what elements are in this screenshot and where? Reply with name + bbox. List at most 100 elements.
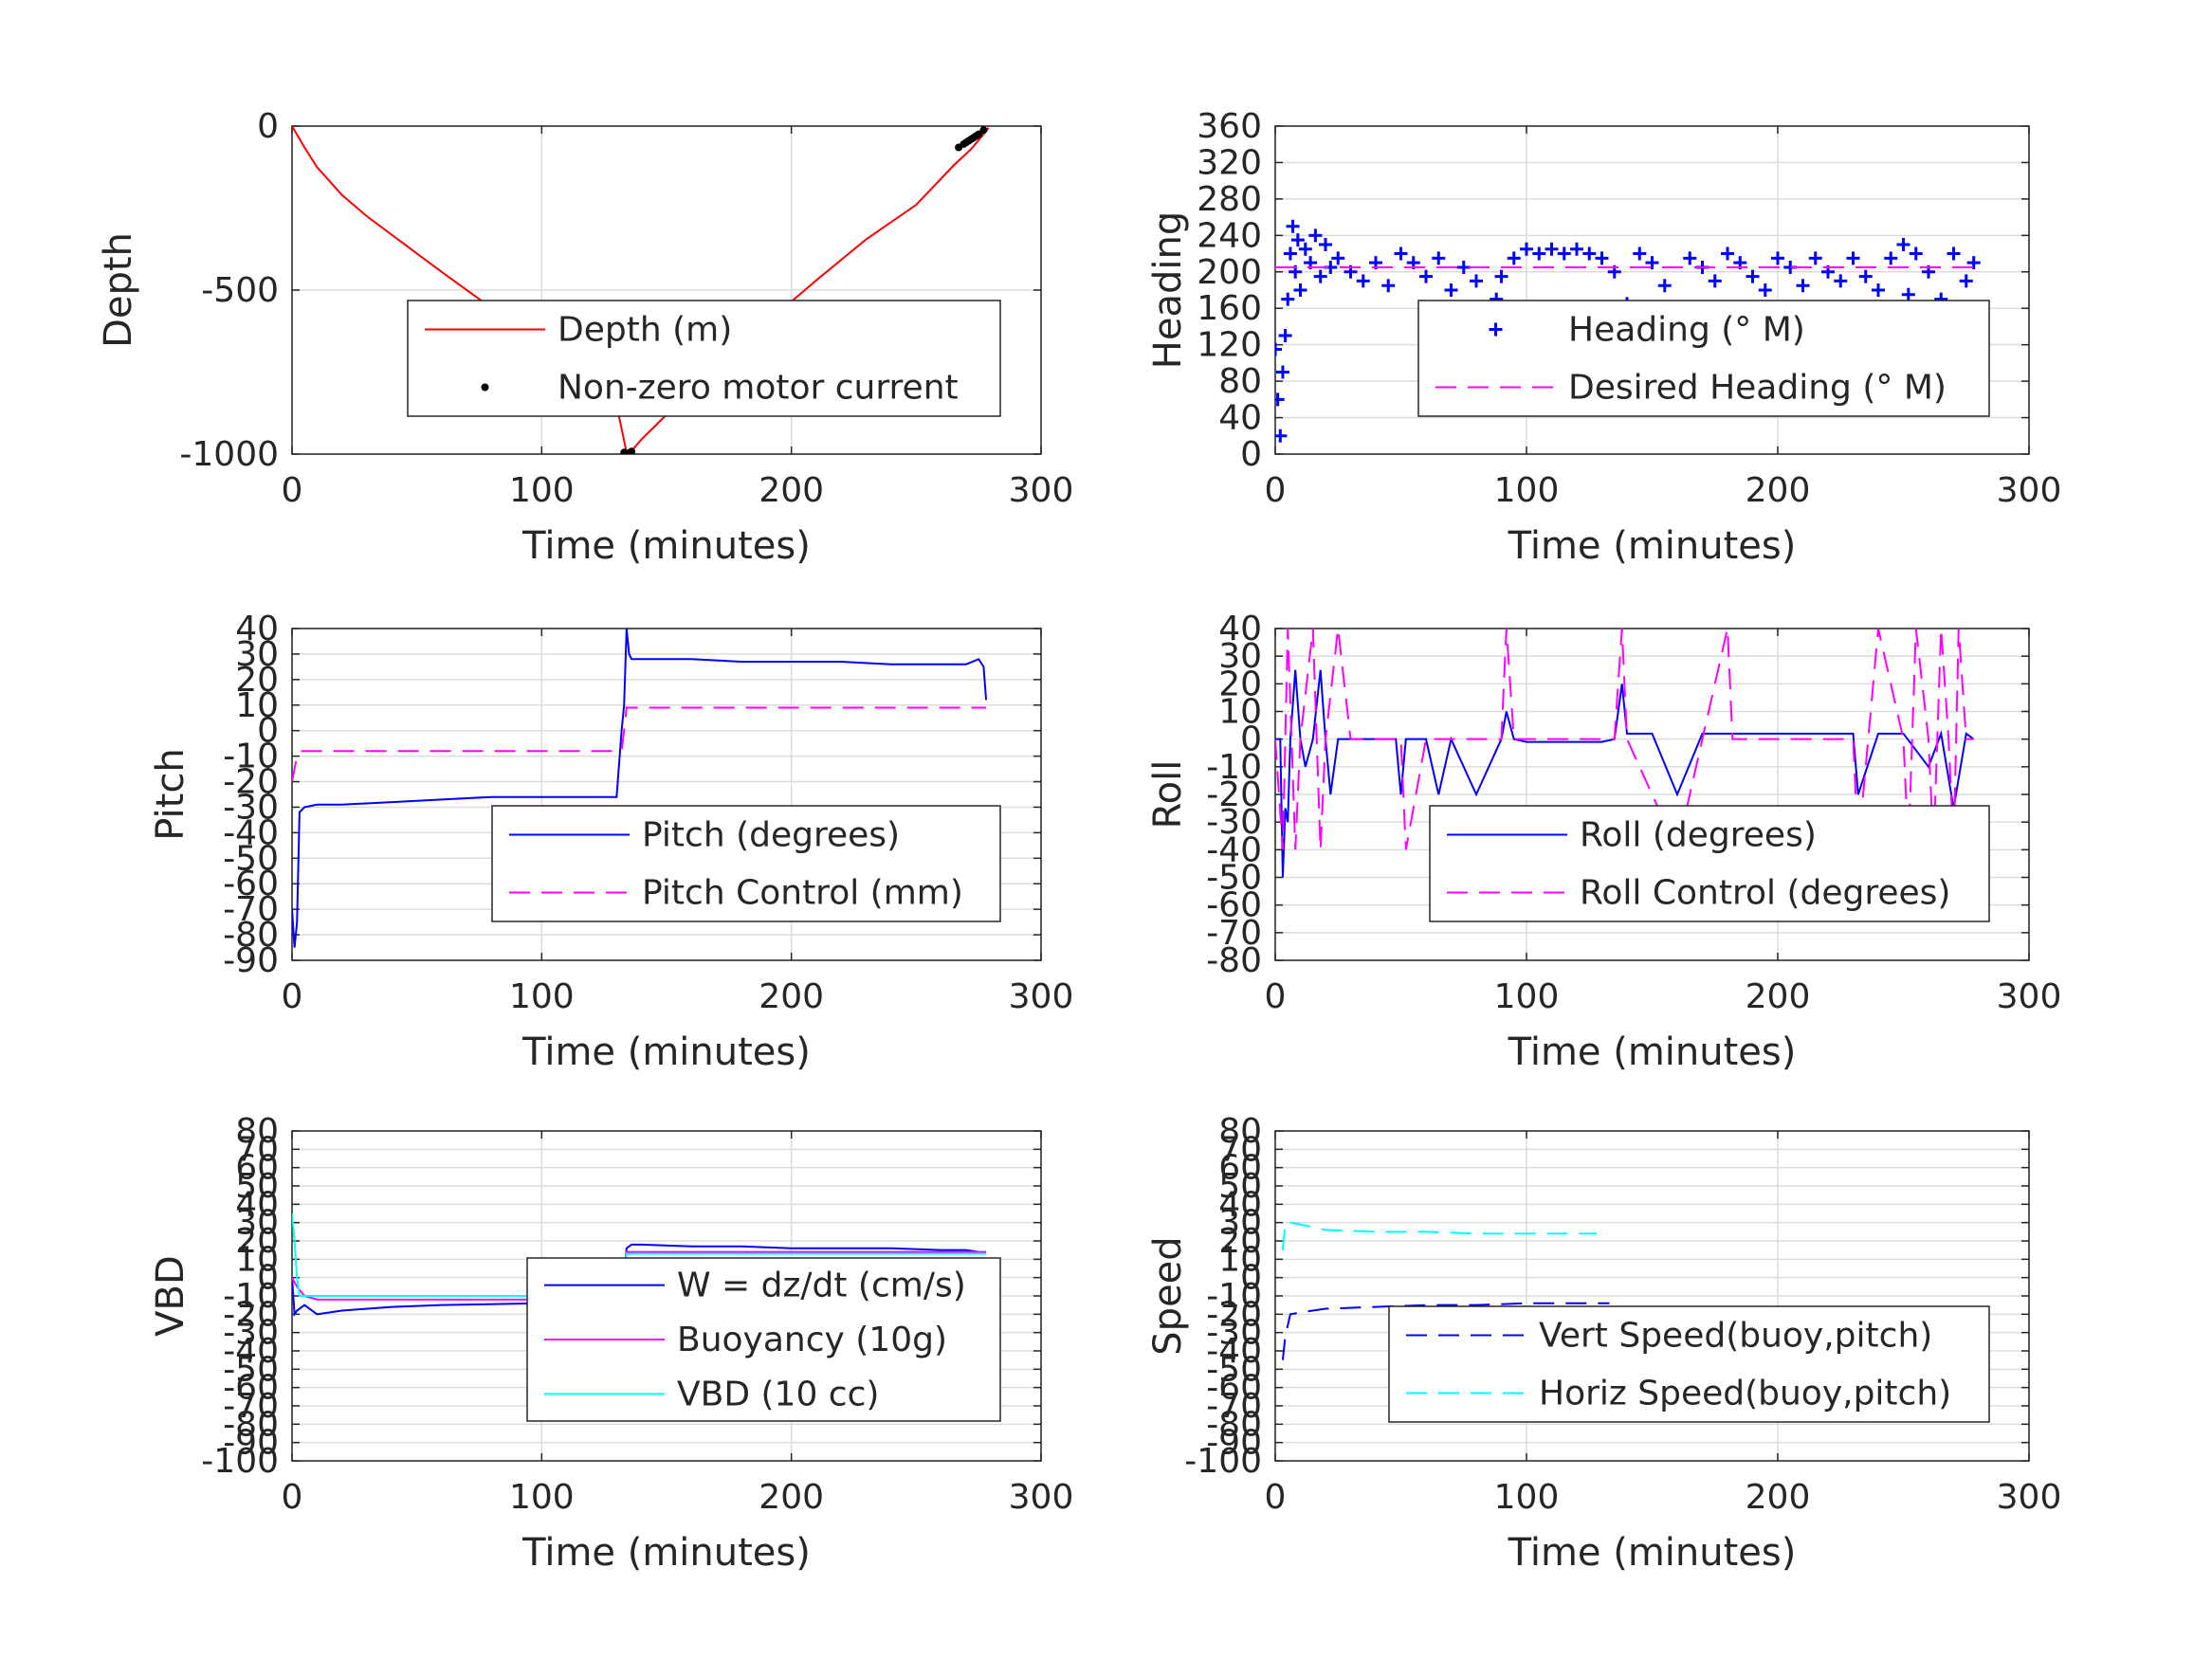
chart-panel-depth: 0 100 200 300 -1000 -500 0 Time (minutes) Depth D… (97, 107, 1073, 568)
y-tick-label: -500 (201, 271, 279, 310)
y-tick-label: -40 (223, 1332, 279, 1371)
y-tick-label: 80 (1218, 1112, 1262, 1151)
series-layer (1275, 629, 1975, 878)
y-tick-label: -90 (223, 941, 279, 980)
chart-panel-roll: 0 100 200 300-80-70-60-50-40-30-20-10010203… (1146, 610, 2061, 1074)
legend-box (1429, 805, 1990, 922)
y-axis-label: Speed (1146, 1236, 1190, 1355)
y-axis-label: VBD (149, 1255, 192, 1337)
x-tick-label: 200 (759, 1478, 824, 1517)
series-line-pitch-degrees (292, 629, 988, 948)
data-point-heading-m (1275, 428, 1288, 443)
legend: Pitch (degrees) Pitch Control (mm) (491, 805, 1001, 922)
data-point-non-zero-motor-current (975, 130, 983, 138)
y-tick-label: -20 (223, 763, 279, 802)
y-tick-label: -30 (1206, 803, 1262, 842)
data-point-heading-m (1901, 287, 1915, 301)
x-tick-label: 200 (759, 471, 824, 510)
x-tick-label: 200 (1746, 1478, 1811, 1517)
y-tick-label: -60 (1206, 1369, 1262, 1408)
data-point-heading-m (1283, 246, 1297, 261)
x-tick-label: 0 (282, 977, 303, 1016)
y-tick-label: 10 (1218, 693, 1262, 732)
y-tick-label: 40 (235, 610, 279, 648)
x-axis-label: Time (minutes) (1508, 1531, 1797, 1575)
x-tick-label: 100 (1494, 1478, 1560, 1517)
y-tick-label: 30 (235, 635, 279, 674)
series-layer (292, 126, 990, 454)
legend-label-buoyancy-10g: Buoyancy (10g) (677, 1321, 947, 1359)
y-tick-label: 0 (257, 712, 279, 751)
y-tick-label: 80 (235, 1112, 279, 1151)
x-tick-label: 300 (1997, 977, 2062, 1016)
y-tick-label: -1000 (179, 435, 279, 474)
y-tick-label: 320 (1197, 143, 1262, 182)
y-tick-label: -40 (223, 813, 279, 852)
y-tick-label: 160 (1197, 289, 1262, 328)
y-tick-label: -30 (1206, 1314, 1262, 1353)
y-tick-label: 30 (1218, 1204, 1262, 1243)
x-tick-label: 200 (1746, 977, 1811, 1016)
y-tick-label: 10 (235, 1240, 279, 1279)
data-point-heading-m (1532, 246, 1546, 261)
legend-label-depth-m: Depth (m) (558, 311, 732, 350)
data-point-heading-m (1444, 283, 1458, 297)
data-point-non-zero-motor-current (979, 126, 988, 135)
legend-marker-non-zero-motor-current (481, 383, 489, 392)
legend: Roll (degrees) Roll Control (degrees) (1429, 805, 1990, 922)
data-point-heading-m (1275, 392, 1285, 407)
legend-label-pitch-control-mm: Pitch Control (mm) (642, 874, 963, 913)
data-point-heading-m (1909, 246, 1923, 261)
x-tick-label: 100 (1494, 977, 1560, 1016)
x-tick-label: 100 (1494, 471, 1560, 510)
data-point-heading-m (1657, 279, 1672, 293)
legend: Depth (m) Non-zero motor current (407, 300, 1001, 417)
y-tick-label: 10 (235, 686, 279, 725)
data-point-heading-m (1432, 251, 1446, 265)
legend-box (407, 300, 1001, 417)
y-tick-label: -100 (201, 1442, 279, 1481)
y-tick-label: -10 (1206, 1277, 1262, 1316)
y-tick-label: 0 (1240, 435, 1262, 474)
legend: Vert Speed(buoy,pitch) Horiz Speed(buoy,p… (1388, 1305, 1990, 1423)
y-tick-label: 20 (1218, 665, 1262, 703)
y-tick-label: 0 (257, 1259, 279, 1298)
data-point-heading-m (1570, 242, 1583, 256)
y-tick-label: -50 (1206, 859, 1262, 898)
data-point-heading-m (1896, 237, 1910, 251)
data-point-heading-m (1947, 246, 1961, 261)
series-line-roll-degrees (1275, 669, 1975, 878)
y-tick-label: -30 (223, 1314, 279, 1353)
series-layer (292, 629, 988, 948)
y-tick-label: 10 (1218, 1240, 1262, 1279)
y-tick-label: 360 (1197, 107, 1262, 146)
x-tick-label: 0 (1265, 471, 1287, 510)
x-tick-label: 300 (1997, 471, 2062, 510)
series-line-pitch-control-mm (292, 706, 987, 782)
x-axis-label: Time (minutes) (521, 524, 811, 568)
data-point-heading-m (1884, 251, 1898, 265)
y-tick-label: -80 (1206, 941, 1262, 980)
y-tick-label: -30 (223, 788, 279, 827)
data-point-heading-m (1557, 246, 1571, 261)
y-tick-label: 40 (1218, 610, 1262, 648)
data-point-heading-m (1394, 246, 1408, 261)
legend-label-non-zero-motor-current: Non-zero motor current (558, 369, 959, 408)
y-tick-label: -10 (223, 1277, 279, 1316)
y-tick-label: -60 (223, 865, 279, 903)
x-tick-label: 300 (1009, 977, 1074, 1016)
y-tick-label: 50 (235, 1167, 279, 1206)
data-point-heading-m (1746, 269, 1760, 283)
y-tick-label: -40 (1206, 1332, 1262, 1371)
x-tick-label: 200 (1746, 471, 1811, 510)
data-point-heading-m (1520, 242, 1533, 256)
x-tick-label: 0 (282, 1478, 303, 1517)
data-point-heading-m (1281, 292, 1295, 306)
y-tick-label: -60 (1206, 886, 1262, 925)
data-point-heading-m (1708, 274, 1722, 288)
data-point-heading-m (1419, 269, 1433, 283)
x-tick-label: 0 (1265, 977, 1287, 1016)
y-tick-label: -20 (1206, 1295, 1262, 1334)
x-tick-label: 0 (1265, 1478, 1287, 1517)
